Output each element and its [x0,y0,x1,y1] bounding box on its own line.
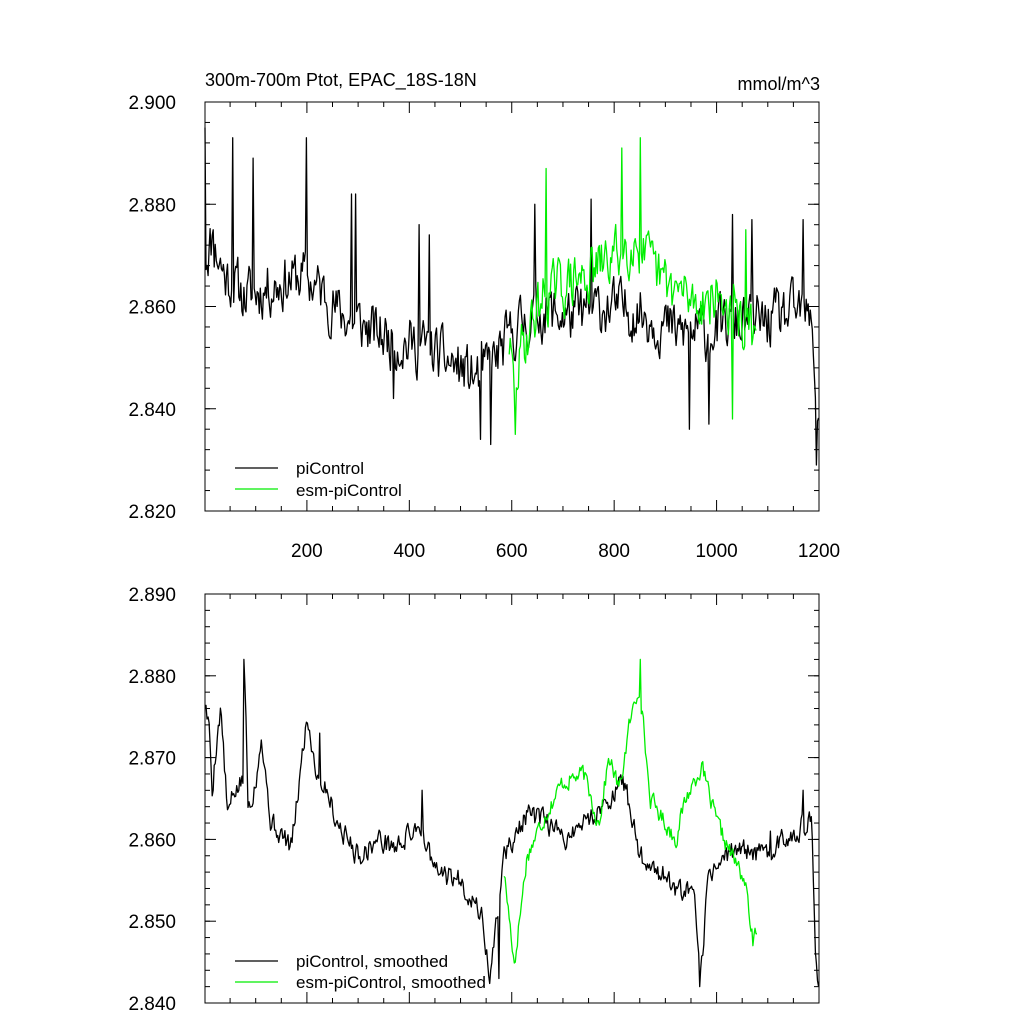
legend-label-picontrol: piControl [296,459,364,478]
x-tick-label: 800 [598,541,630,562]
panel-bottom: 2.840 2.850 2.860 2.870 2.880 2.890 piControl… [128,585,820,1015]
x-tick-label: 1200 [798,541,840,562]
y-tick-label: 2.860 [128,298,176,319]
y-tick-labels-top: 2.820 2.840 2.860 2.880 2.900 [128,93,176,523]
x-tick-labels-top: 200 400 600 800 1000 1200 [291,541,840,562]
series-line-esm-picontrol-smoothed [503,658,758,964]
y-tick-label: 2.820 [128,502,176,523]
series-line-picontrol-smoothed [204,658,820,988]
panel-top: 300m-700m Ptot, EPAC_18S-18N mmol/m^3 2.… [128,70,840,562]
x-tick-label: 600 [496,541,528,562]
y-tick-labels-bottom: 2.840 2.850 2.860 2.870 2.880 2.890 [128,585,176,1015]
legend-label-esm-picontrol-smoothed: esm-piControl, smoothed [296,973,486,992]
x-tick-label: 1000 [695,541,737,562]
chart-title: 300m-700m Ptot, EPAC_18S-18N [205,70,477,91]
x-tick-label: 400 [393,541,425,562]
y-tick-label: 2.880 [128,195,176,216]
series-line-picontrol [204,127,820,466]
legend-label-picontrol-smoothed: piControl, smoothed [296,952,448,971]
units-label: mmol/m^3 [738,74,820,94]
series-bottom [204,658,820,988]
x-tick-label: 200 [291,541,323,562]
series-top [204,127,820,466]
plot-frame-top [204,101,820,512]
y-tick-label: 2.840 [128,994,176,1015]
y-tick-label: 2.870 [128,749,176,770]
series-line-esm-picontrol [508,137,757,435]
y-tick-label: 2.860 [128,830,176,851]
plot-frame-bottom [204,593,820,1004]
y-tick-label: 2.890 [128,585,176,606]
legend-label-esm-picontrol: esm-piControl [296,481,402,500]
y-tick-label: 2.880 [128,667,176,688]
y-tick-label: 2.850 [128,912,176,933]
y-tick-label: 2.840 [128,400,176,421]
legend-top: piControl esm-piControl [235,459,402,500]
legend-bottom: piControl, smoothed esm-piControl, smoot… [235,952,486,992]
y-tick-label: 2.900 [128,93,176,114]
